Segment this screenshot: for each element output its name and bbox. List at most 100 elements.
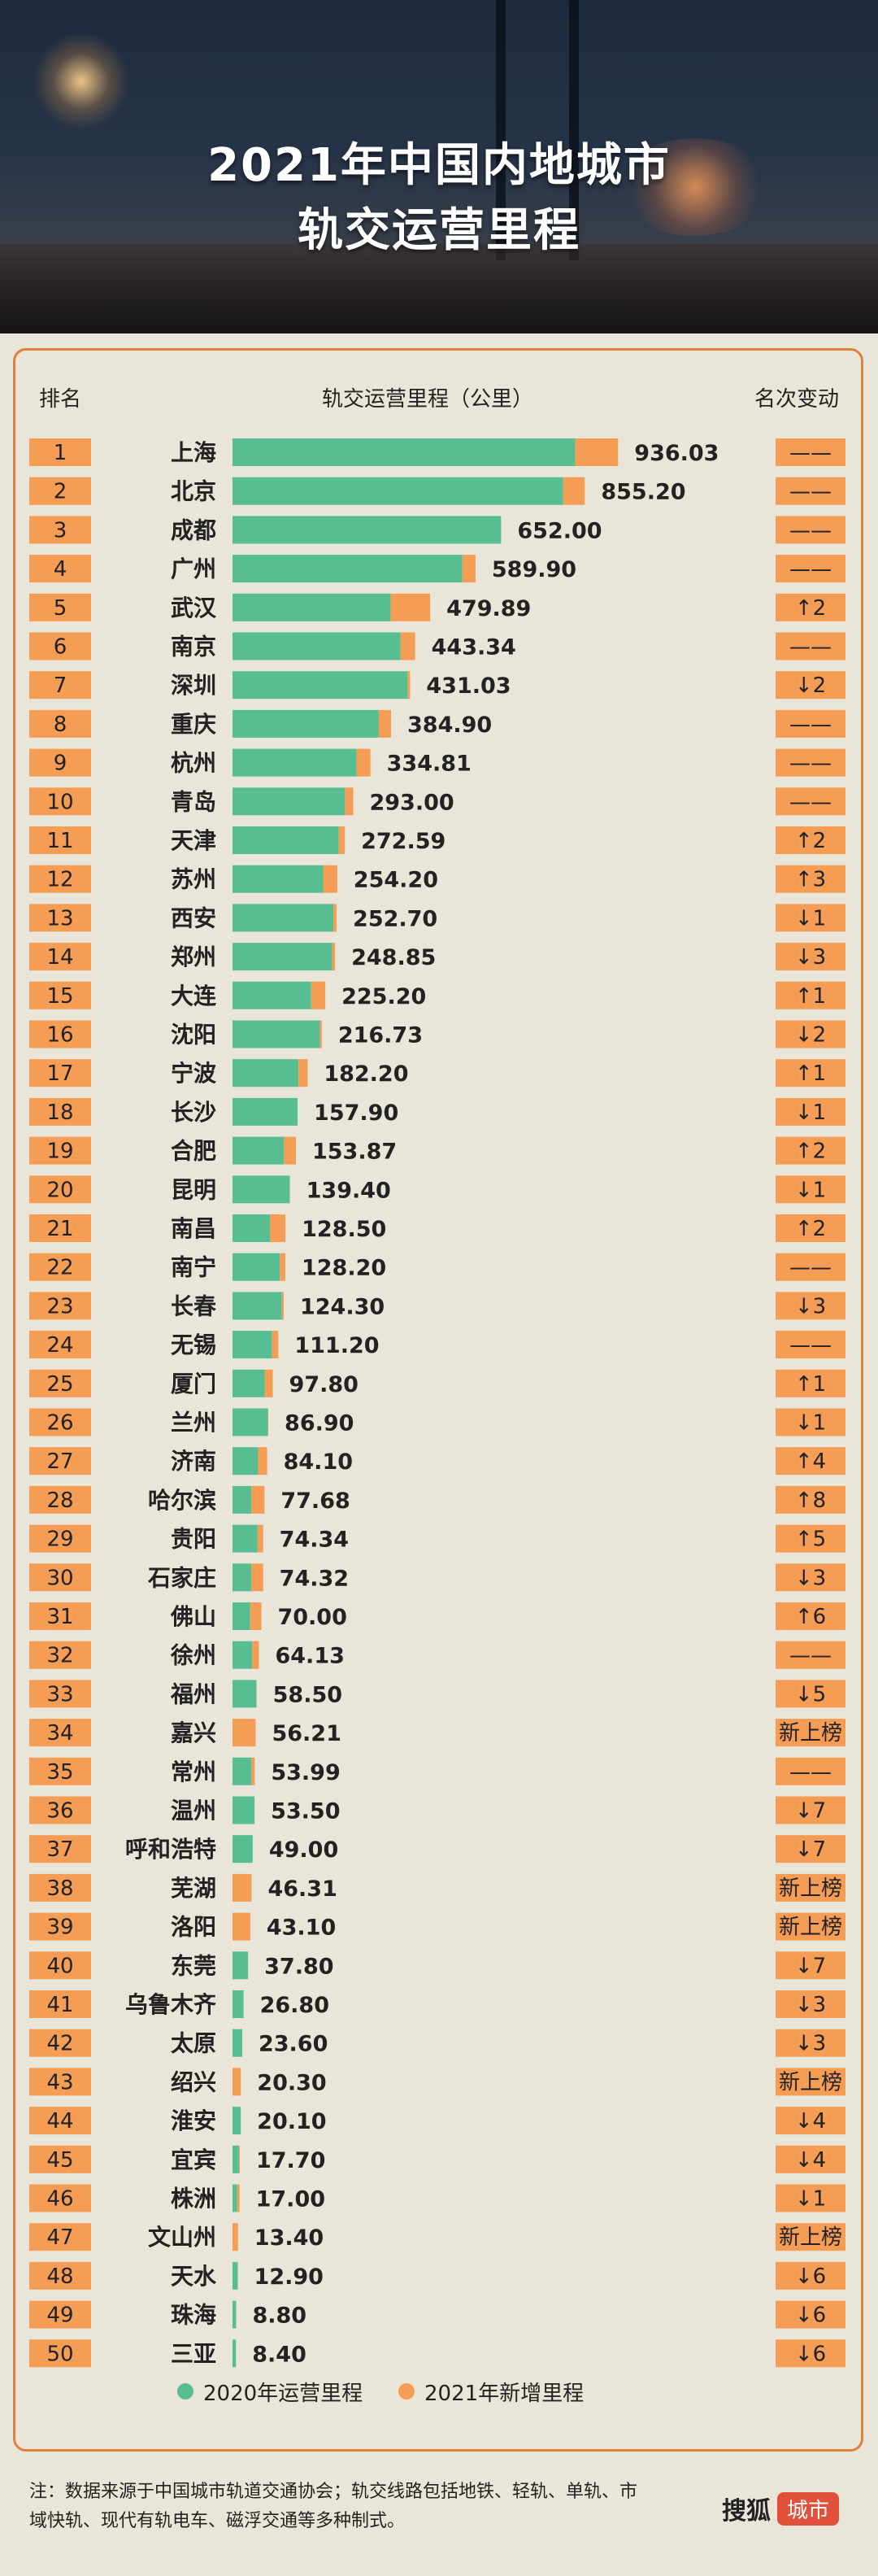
total-value-label: 248.85 — [351, 945, 436, 970]
city-label: 株洲 — [171, 2186, 216, 2212]
change-label: ↓2 — [795, 673, 826, 698]
change-label: ↑2 — [795, 596, 826, 621]
bar-2021-added-segment — [252, 1641, 259, 1669]
city-label: 东莞 — [171, 1952, 216, 1979]
city-label: 武汉 — [171, 595, 217, 621]
change-badge — [776, 1059, 845, 1087]
rank-badge — [29, 1719, 91, 1747]
city-label: 呼和浩特 — [125, 1836, 216, 1863]
total-value-label: 293.00 — [369, 790, 454, 815]
change-badge — [776, 1485, 845, 1514]
bar-2021-added-segment — [251, 1757, 255, 1785]
change-badge — [776, 1912, 845, 1941]
rank-badge — [29, 1796, 91, 1824]
rank-label: 50 — [46, 2342, 73, 2366]
rank-label: 30 — [46, 1566, 73, 1590]
rank-label: 11 — [46, 829, 73, 853]
rank-label: 21 — [46, 1217, 73, 1241]
change-label: ↓6 — [795, 2304, 826, 2328]
bar-2020-segment — [233, 1059, 299, 1087]
bar-2021-added-segment — [298, 1059, 308, 1087]
bar-2020-segment — [233, 1331, 272, 1359]
total-value-label: 128.50 — [302, 1217, 386, 1242]
total-value-label: 37.80 — [264, 1954, 333, 1979]
rank-badge — [29, 1408, 91, 1436]
bar-2021-added-segment — [400, 632, 415, 660]
rank-badge — [29, 516, 91, 544]
bar-2021-added-segment — [323, 865, 337, 893]
rank-badge — [29, 2145, 91, 2173]
bar-2021-added-segment — [233, 1912, 250, 1941]
bar-2020-segment — [233, 981, 311, 1009]
city-label: 兰州 — [171, 1410, 216, 1436]
change-badge — [776, 1835, 845, 1863]
rank-label: 15 — [46, 984, 73, 1009]
change-label: —— — [789, 1644, 832, 1668]
rank-badge — [29, 2300, 91, 2329]
change-label: ↓1 — [795, 906, 826, 931]
header-banner: 2021年中国内地城市 轨交运营里程 — [0, 0, 878, 333]
rank-badge — [29, 477, 91, 505]
change-label: ↑2 — [795, 1217, 826, 1241]
bar-2021-added-segment — [319, 1020, 322, 1048]
total-value-label: 26.80 — [260, 1993, 329, 2018]
rank-badge — [29, 904, 91, 932]
bar-2021-added-segment — [238, 2145, 240, 2173]
bar-2021-added-segment — [258, 1447, 267, 1475]
bar-2020-segment — [233, 1641, 253, 1669]
change-label: —— — [789, 518, 832, 543]
change-label: ↓4 — [795, 2148, 826, 2173]
bar-2020-segment — [233, 2300, 237, 2329]
total-value-label: 74.32 — [280, 1566, 349, 1591]
change-label: ↓3 — [795, 1294, 826, 1319]
total-value-label: 272.59 — [361, 829, 446, 854]
city-label: 成都 — [171, 517, 216, 543]
legend-base-label: 2020年运营里程 — [203, 2382, 363, 2406]
change-label: —— — [789, 557, 832, 582]
total-value-label: 589.90 — [492, 557, 576, 582]
bar-2021-added-segment — [251, 1485, 265, 1514]
legend-added-swatch — [398, 2383, 415, 2399]
bar-2020-segment — [233, 748, 357, 777]
city-label: 宁波 — [171, 1060, 217, 1087]
rank-label: 48 — [46, 2264, 73, 2289]
total-value-label: 384.90 — [407, 713, 492, 738]
change-badge — [776, 1680, 845, 1708]
rank-badge — [29, 1020, 91, 1048]
rank-label: 23 — [46, 1294, 73, 1319]
page-title-line2: 轨交运营里程 — [298, 204, 580, 257]
rank-badge — [29, 1757, 91, 1785]
bar-2020-segment — [233, 1447, 259, 1475]
total-value-label: 124.30 — [300, 1294, 385, 1319]
bar-2020-segment — [233, 2107, 241, 2135]
city-label: 苏州 — [171, 866, 216, 893]
bar-2021-added-segment — [407, 671, 411, 700]
rank-badge — [29, 1331, 91, 1359]
change-label: ↓1 — [795, 1178, 826, 1202]
change-label: ↑5 — [795, 1528, 826, 1552]
total-value-label: 46.31 — [267, 1876, 337, 1902]
rank-label: 36 — [46, 1799, 73, 1824]
rank-badge — [29, 1602, 91, 1630]
chart-panel — [13, 348, 863, 2452]
total-value-label: 17.00 — [256, 2187, 325, 2212]
change-label: 新上榜 — [779, 1916, 842, 1940]
city-label: 青岛 — [171, 788, 216, 815]
rank-badge — [29, 826, 91, 854]
change-badge — [776, 2223, 845, 2251]
rank-label: 6 — [54, 635, 67, 660]
bar-2020-segment — [233, 2145, 239, 2173]
rank-label: 22 — [46, 1256, 73, 1280]
rank-badge — [29, 1873, 91, 1902]
rank-label: 38 — [46, 1876, 73, 1901]
bar-2021-added-segment — [270, 1214, 286, 1242]
total-value-label: 111.20 — [294, 1333, 379, 1358]
total-value-label: 86.90 — [285, 1411, 354, 1436]
rank-label: 39 — [46, 1916, 73, 1940]
city-label: 温州 — [171, 1798, 216, 1824]
change-label: ↑8 — [795, 1489, 826, 1513]
lamp-glow — [33, 33, 130, 130]
rank-label: 41 — [46, 1993, 73, 2017]
change-column-header: 名次变动 — [754, 387, 840, 412]
rank-label: 14 — [46, 945, 73, 970]
